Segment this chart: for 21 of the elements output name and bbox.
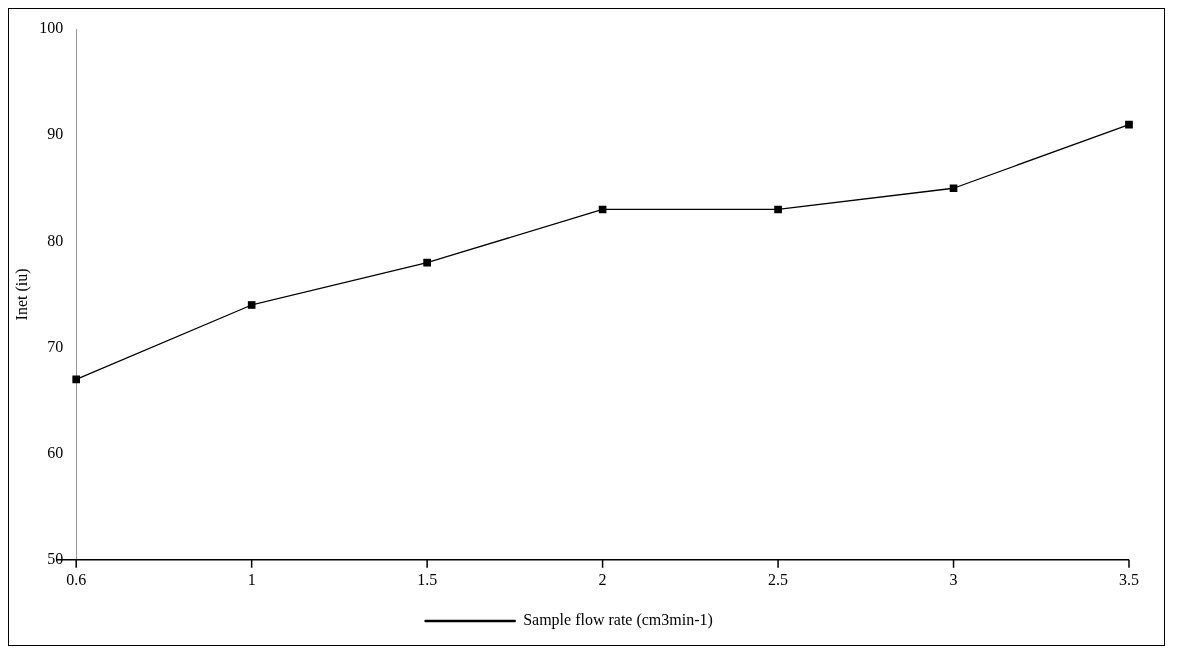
y-tick-label: 80 xyxy=(47,231,64,249)
y-tick-label: 60 xyxy=(47,443,64,461)
y-axis-title: Inet (iu) xyxy=(12,268,31,321)
point xyxy=(774,205,782,214)
y-tick-label: 100 xyxy=(39,19,64,37)
y-tick-label: 50 xyxy=(47,550,64,567)
x-tick-label: 2.5 xyxy=(768,570,789,588)
x-tick-label: 3 xyxy=(949,570,958,588)
point xyxy=(247,301,256,309)
point xyxy=(72,375,81,384)
y-tick-label: 70 xyxy=(47,337,64,355)
point xyxy=(949,184,958,193)
point xyxy=(1125,120,1133,129)
x-tick-label: 3.5 xyxy=(1119,570,1139,588)
point xyxy=(423,258,431,267)
x-tick-label: 0.6 xyxy=(66,570,87,588)
text: Sample flow rate (cm3min-1) xyxy=(523,611,713,630)
x-tick-label: 1.5 xyxy=(417,570,438,588)
x-tick-label: 1 xyxy=(247,570,256,588)
y-tick-label: 90 xyxy=(47,125,64,143)
x-tick-label: 2 xyxy=(598,570,607,588)
